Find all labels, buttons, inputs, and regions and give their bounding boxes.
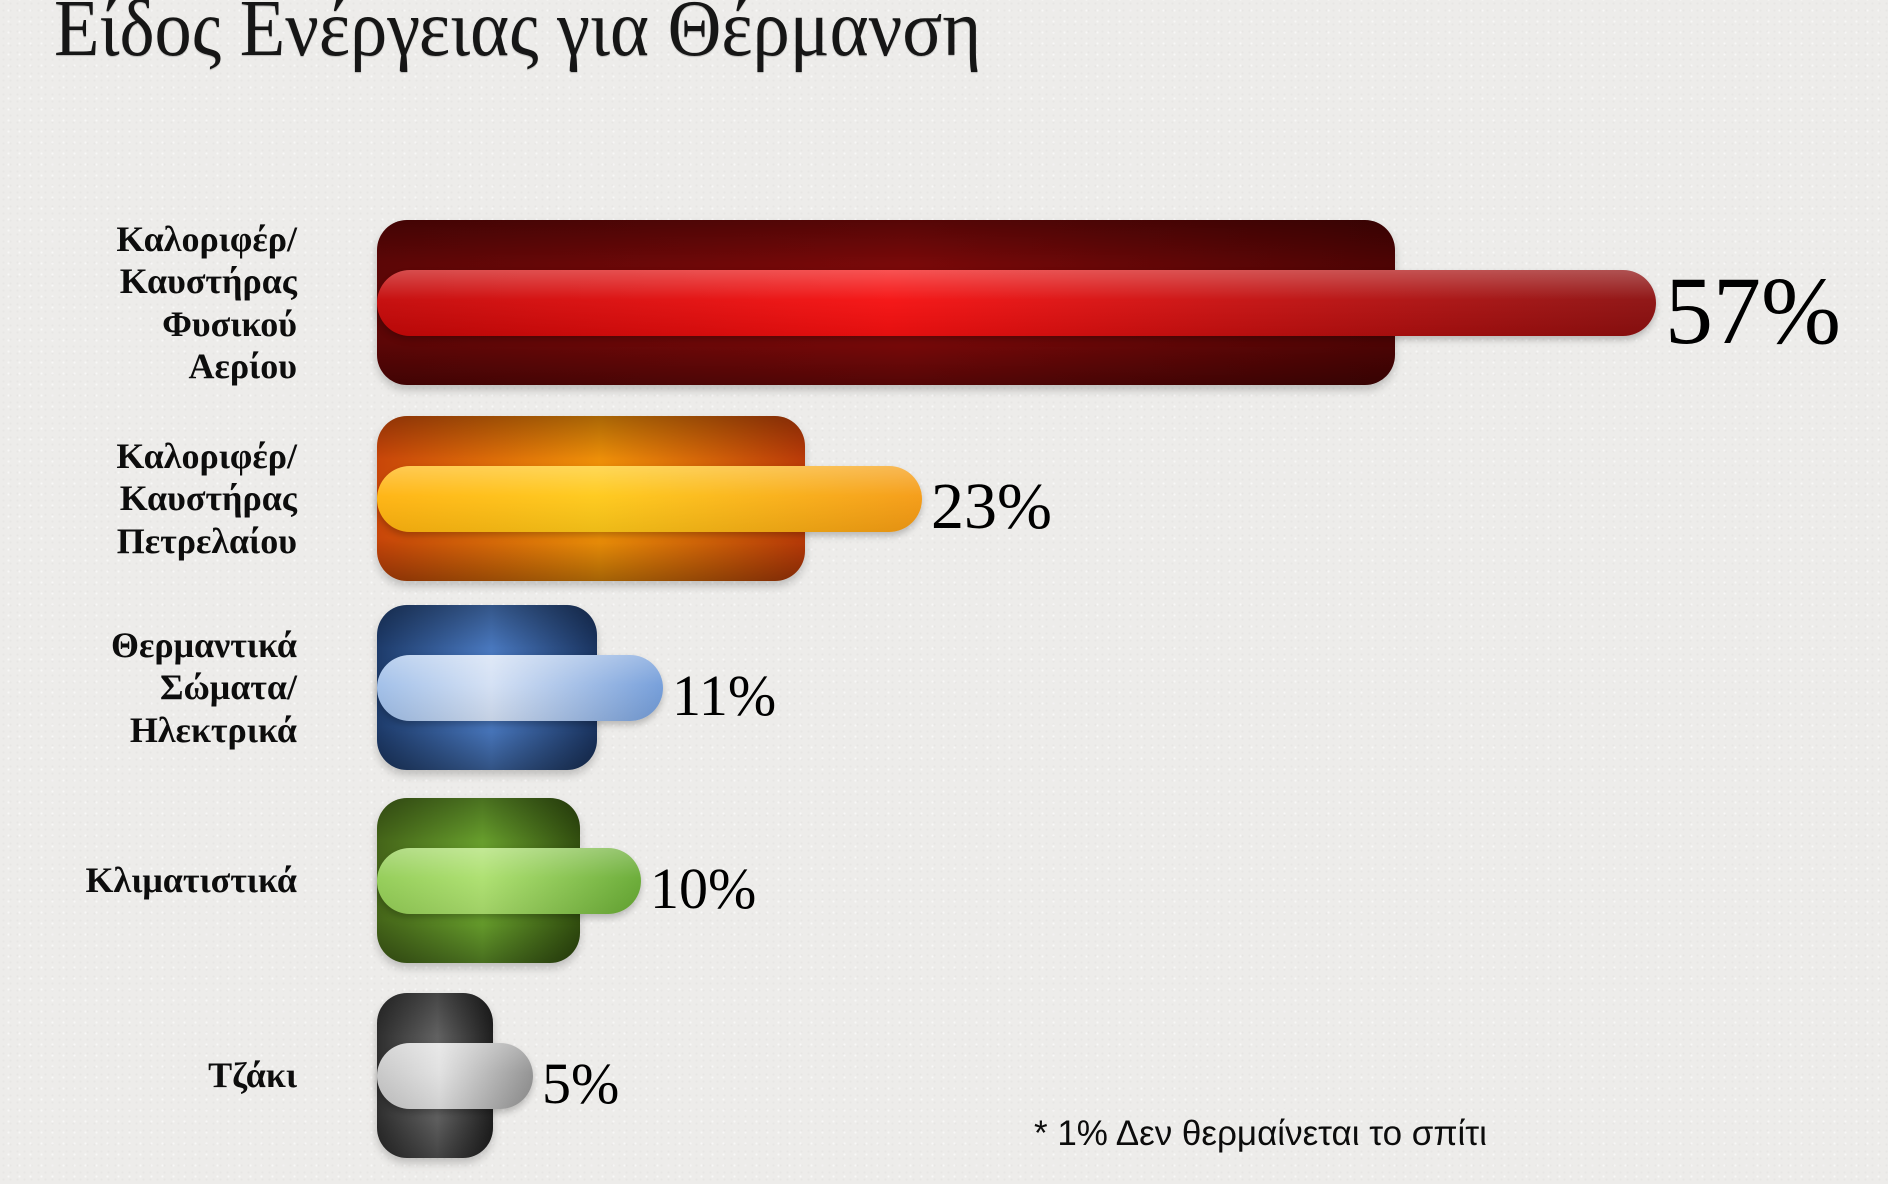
bar-capsule [377, 654, 663, 721]
bar-value-label: 10% [650, 855, 757, 921]
bar-track: 57% [377, 220, 1888, 385]
bar-value-label: 5% [542, 1050, 620, 1116]
bar-track: 5% [377, 993, 1888, 1158]
bar-row: Καλοριφέρ/ Καυστήρας Πετρελαίου 23% [0, 416, 1888, 581]
bar-value-label: 57% [1665, 256, 1841, 364]
bar-row: Θερμαντικά Σώματα/ Ηλεκτρικά 11% [0, 605, 1888, 770]
bar-capsule [377, 465, 922, 532]
category-label: Κλιματιστικά [85, 860, 297, 901]
bar-capsule [377, 847, 641, 914]
bar-capsule [377, 269, 1656, 336]
category-label: Καλοριφέρ/ Καυστήρας Φυσικού Αερίου [116, 219, 297, 386]
bar-value-label: 23% [931, 469, 1052, 543]
bar-value-label: 11% [672, 662, 777, 728]
bar-row: Κλιματιστικά 10% [0, 798, 1888, 963]
bar-track: 11% [377, 605, 1888, 770]
bar-row: Τζάκι 5% [0, 993, 1888, 1158]
category-label: Θερμαντικά Σώματα/ Ηλεκτρικά [110, 625, 297, 750]
bar-track: 23% [377, 416, 1888, 581]
chart-footnote: * 1% Δεν θερμαίνεται το σπίτι [1034, 1114, 1487, 1153]
bar-track: 10% [377, 798, 1888, 963]
chart-title: Είδος Ενέργειας για Θέρμανση [54, 0, 982, 73]
category-label: Καλοριφέρ/ Καυστήρας Πετρελαίου [116, 436, 297, 561]
bar-capsule [377, 1042, 533, 1109]
category-label: Τζάκι [208, 1055, 297, 1096]
bar-row: Καλοριφέρ/ Καυστήρας Φυσικού Αερίου 57% [0, 219, 1888, 386]
